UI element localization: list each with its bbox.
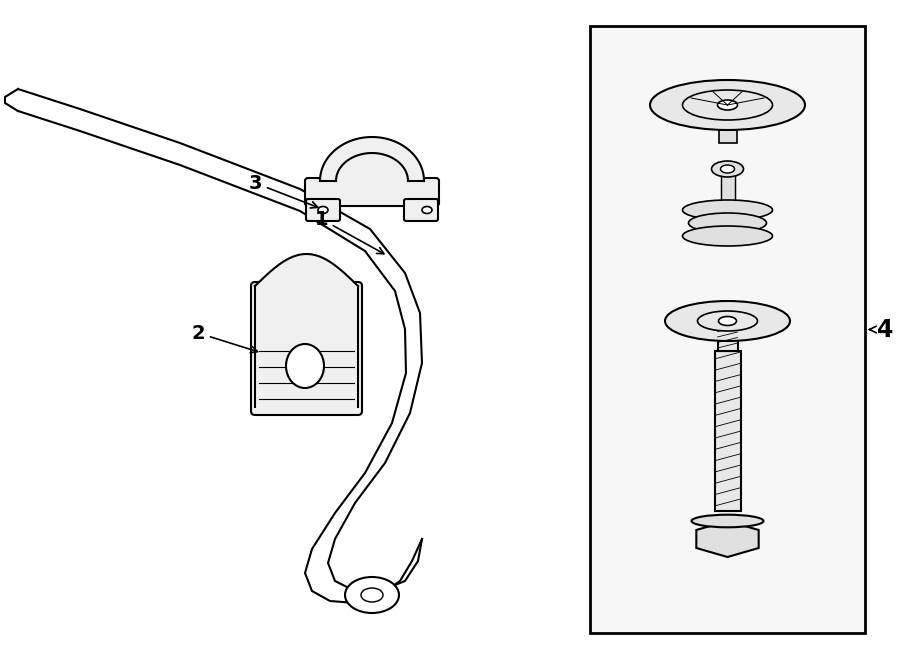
Ellipse shape [682, 90, 772, 120]
FancyBboxPatch shape [251, 282, 362, 415]
Ellipse shape [718, 317, 736, 325]
Bar [715, 351, 741, 511]
Bar [718, 105, 736, 143]
FancyBboxPatch shape [306, 199, 340, 221]
Bar [717, 321, 737, 351]
Ellipse shape [691, 515, 763, 527]
Ellipse shape [698, 311, 758, 331]
Ellipse shape [361, 588, 383, 602]
Text: 2: 2 [192, 323, 257, 353]
Ellipse shape [665, 301, 790, 341]
Ellipse shape [650, 80, 805, 130]
Bar [721, 169, 734, 206]
Ellipse shape [318, 206, 328, 214]
Ellipse shape [721, 165, 734, 173]
Text: 1: 1 [314, 210, 384, 254]
FancyBboxPatch shape [305, 178, 439, 206]
Ellipse shape [682, 226, 772, 246]
Ellipse shape [717, 100, 737, 110]
Ellipse shape [345, 577, 399, 613]
Ellipse shape [286, 344, 324, 388]
Ellipse shape [422, 206, 432, 214]
Ellipse shape [688, 213, 767, 233]
Polygon shape [697, 521, 759, 557]
FancyBboxPatch shape [404, 199, 438, 221]
Bar [590, 26, 865, 633]
Ellipse shape [682, 200, 772, 220]
Ellipse shape [712, 161, 743, 177]
Text: 4: 4 [877, 317, 894, 342]
Text: 3: 3 [248, 173, 318, 208]
